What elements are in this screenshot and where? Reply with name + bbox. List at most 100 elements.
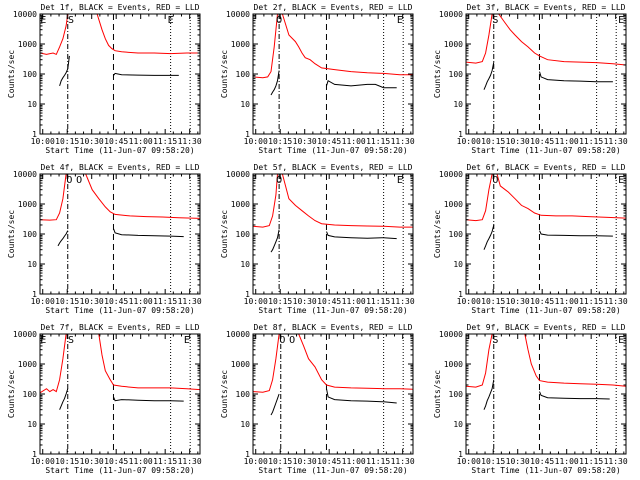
x-tick-label-2: 10:15 xyxy=(481,457,505,466)
plot-frame xyxy=(252,173,414,295)
y-tick-label-2: 10 xyxy=(453,100,463,109)
event-marker-2: E xyxy=(397,15,403,26)
x-tick-label-5: 11:00 xyxy=(342,457,366,466)
y-tick-label-5: 10000 xyxy=(226,10,250,19)
y-axis-label: Counts/sec xyxy=(220,50,229,98)
y-tick-label-3: 100 xyxy=(236,230,251,239)
event-marker-1: O xyxy=(66,175,72,186)
y-tick-label-4: 1000 xyxy=(231,200,250,209)
y-tick-label-5: 10000 xyxy=(13,10,37,19)
y-tick-label-4: 1000 xyxy=(231,360,250,369)
chart-title: Det 6f, BLACK = Events, RED = LLD xyxy=(467,163,626,172)
chart-panel-7: Det 7f, BLACK = Events, RED = LLD 1 10 100 1… xyxy=(7,323,202,475)
y-tick-label-4: 1000 xyxy=(444,40,463,49)
y-tick-label-1: 1 xyxy=(245,290,250,299)
y-axis-label: Counts/sec xyxy=(7,50,16,98)
chart-series-group xyxy=(466,174,626,250)
series-line-lld xyxy=(40,334,200,394)
x-tick-label-1: 10:00 xyxy=(244,137,268,146)
x-tick-label-4: 10:45 xyxy=(104,137,128,146)
event-marker-3: E xyxy=(184,335,190,346)
y-tick-label-4: 1000 xyxy=(444,200,463,209)
x-tick-label-2: 10:15 xyxy=(481,137,505,146)
y-tick-label-5: 10000 xyxy=(226,330,250,339)
x-tick-label-7: 11:30 xyxy=(391,137,415,146)
x-tick-label-5: 11:00 xyxy=(129,137,153,146)
x-tick-label-2: 10:15 xyxy=(268,457,292,466)
y-tick-label-5: 10000 xyxy=(439,330,463,339)
y-axis-label: Counts/sec xyxy=(7,210,16,258)
x-tick-label-3: 10:30 xyxy=(80,137,104,146)
y-tick-label-4: 1000 xyxy=(18,200,37,209)
x-tick-label-1: 10:00 xyxy=(31,297,55,306)
y-tick-label-4: 1000 xyxy=(18,360,37,369)
x-tick-label-3: 10:30 xyxy=(80,457,104,466)
x-tick-label-5: 11:00 xyxy=(342,137,366,146)
chart-series-group xyxy=(466,334,626,410)
y-tick-label-2: 10 xyxy=(27,420,37,429)
x-tick-label-7: 11:30 xyxy=(604,137,628,146)
y-tick-label-3: 100 xyxy=(23,230,38,239)
y-tick-label-4: 1000 xyxy=(444,360,463,369)
x-tick-label-7: 11:30 xyxy=(604,457,628,466)
y-tick-label-3: 100 xyxy=(23,70,38,79)
plot-frame xyxy=(465,173,627,295)
chart-panel-1: Det 1f, BLACK = Events, RED = LLD 1 10 100 1… xyxy=(7,3,202,155)
x-axis-label: Start Time (11-Jun-07 09:58:20) xyxy=(45,466,194,475)
series-line-lld xyxy=(253,334,413,393)
chart-panel-4: Det 4f, BLACK = Events, RED = LLD 1 10 100 1… xyxy=(7,163,202,315)
x-tick-label-5: 11:00 xyxy=(555,297,579,306)
chart-title: Det 3f, BLACK = Events, RED = LLD xyxy=(467,3,626,12)
chart-series-group xyxy=(253,174,413,253)
event-marker-2: O xyxy=(289,335,295,346)
event-marker-1: S xyxy=(492,335,498,346)
series-line-events xyxy=(270,388,397,416)
x-tick-label-3: 10:30 xyxy=(506,457,530,466)
x-tick-label-5: 11:00 xyxy=(555,137,579,146)
series-line-events xyxy=(483,62,613,90)
x-tick-label-1: 10:00 xyxy=(244,457,268,466)
x-tick-label-7: 11:30 xyxy=(178,137,202,146)
x-axis-label: Start Time (11-Jun-07 09:58:20) xyxy=(45,306,194,315)
x-tick-label-1: 10:00 xyxy=(457,457,481,466)
event-marker-1: O xyxy=(276,175,282,186)
x-tick-label-6: 11:15 xyxy=(153,297,177,306)
x-tick-label-4: 10:45 xyxy=(317,297,341,306)
x-axis-label: Start Time (11-Jun-07 09:58:20) xyxy=(471,306,620,315)
x-tick-label-1: 10:00 xyxy=(31,457,55,466)
event-marker-2: S xyxy=(68,335,74,346)
y-axis-label: Counts/sec xyxy=(7,370,16,418)
y-axis-label: Counts/sec xyxy=(433,370,442,418)
x-tick-label-7: 11:30 xyxy=(391,297,415,306)
y-tick-label-1: 1 xyxy=(458,450,463,459)
x-tick-label-6: 11:15 xyxy=(153,457,177,466)
series-line-events xyxy=(59,55,179,87)
event-marker-2: E xyxy=(397,175,403,186)
x-axis-label: Start Time (11-Jun-07 09:58:20) xyxy=(258,466,407,475)
chart-panel-6: Det 6f, BLACK = Events, RED = LLD 1 10 100 1… xyxy=(433,163,628,315)
event-marker-1: E xyxy=(40,335,46,346)
x-tick-label-4: 10:45 xyxy=(317,457,341,466)
x-tick-label-3: 10:30 xyxy=(293,137,317,146)
series-line-lld xyxy=(466,14,626,66)
chart-series-group xyxy=(466,14,626,90)
series-line-lld xyxy=(466,334,626,388)
chart-panel-3: Det 3f, BLACK = Events, RED = LLD 1 10 100 1… xyxy=(433,3,628,155)
x-tick-label-7: 11:30 xyxy=(178,297,202,306)
series-line-events xyxy=(270,70,397,96)
x-tick-label-1: 10:00 xyxy=(244,297,268,306)
series-line-lld xyxy=(466,174,626,222)
x-tick-label-4: 10:45 xyxy=(104,297,128,306)
event-marker-1: O xyxy=(492,175,498,186)
chart-title: Det 7f, BLACK = Events, RED = LLD xyxy=(41,323,200,332)
x-tick-label-4: 10:45 xyxy=(317,137,341,146)
y-axis-label: Counts/sec xyxy=(433,50,442,98)
y-tick-label-3: 100 xyxy=(449,70,464,79)
event-marker-1: E xyxy=(40,15,46,26)
y-tick-label-1: 1 xyxy=(245,450,250,459)
y-tick-label-5: 10000 xyxy=(439,170,463,179)
y-tick-label-2: 10 xyxy=(27,260,37,269)
y-tick-label-4: 1000 xyxy=(231,40,250,49)
chart-series-group xyxy=(40,174,200,247)
chart-title: Det 2f, BLACK = Events, RED = LLD xyxy=(254,3,413,12)
